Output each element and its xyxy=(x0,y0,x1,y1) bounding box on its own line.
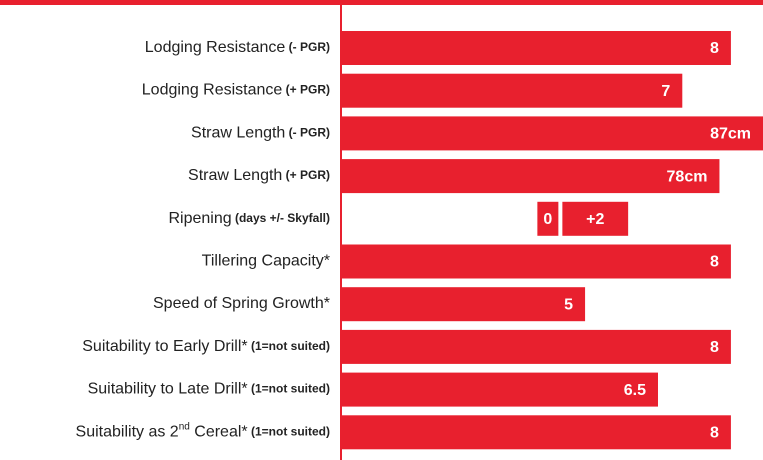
bar xyxy=(342,116,763,151)
label-text: Straw Length xyxy=(191,125,285,142)
bar xyxy=(342,73,683,108)
reference-box xyxy=(537,201,559,236)
label-text: Lodging Resistance xyxy=(145,39,286,56)
label-text: Suitability to Late Drill* xyxy=(88,381,248,398)
bar xyxy=(342,415,731,450)
label-text: Tillering Capacity* xyxy=(202,253,330,270)
reference-label: 0 xyxy=(543,211,552,228)
value-label: 8 xyxy=(710,254,719,271)
row-label: Speed of Spring Growth* xyxy=(153,295,330,312)
row-label: Straw Length (+ PGR) xyxy=(188,167,330,184)
row-label: Ripening (days +/- Skyfall) xyxy=(168,210,330,227)
value-label: 8 xyxy=(710,339,719,356)
value-label: 6.5 xyxy=(624,382,646,399)
label-text: Suitability to Early Drill* xyxy=(82,338,247,355)
row-label: Lodging Resistance (+ PGR) xyxy=(142,82,330,99)
label-note: (- PGR) xyxy=(289,40,330,54)
row-label: Tillering Capacity* xyxy=(202,253,330,270)
value-label: +2 xyxy=(586,211,604,228)
value-label: 78cm xyxy=(667,168,708,185)
value-label: 5 xyxy=(564,296,573,313)
value-label: 87cm xyxy=(710,126,751,143)
row-label: Straw Length (- PGR) xyxy=(191,125,330,142)
row-label: Suitability as 2nd Cereal* (1=not suited… xyxy=(76,421,330,441)
bar xyxy=(342,329,731,364)
top-strip xyxy=(0,0,763,5)
label-text: Suitability as 2 xyxy=(76,424,179,441)
label-note: (1=not suited) xyxy=(251,339,330,353)
row-label: Suitability to Late Drill* (1=not suited… xyxy=(88,381,330,398)
label-text: Speed of Spring Growth* xyxy=(153,295,330,312)
bar xyxy=(342,287,586,322)
value-label: 8 xyxy=(710,40,719,57)
row-label: Suitability to Early Drill* (1=not suite… xyxy=(82,338,330,355)
label-text: Lodging Resistance xyxy=(142,82,283,99)
label-note: (1=not suited) xyxy=(251,382,330,396)
bar xyxy=(342,31,731,65)
bar xyxy=(342,244,731,279)
bar xyxy=(562,201,629,236)
value-label: 8 xyxy=(710,425,719,442)
row-label: Lodging Resistance (- PGR) xyxy=(145,39,330,56)
value-label: 7 xyxy=(661,83,670,100)
label-note: (+ PGR) xyxy=(286,83,330,97)
label-end: Cereal* xyxy=(190,424,248,441)
label-note: (- PGR) xyxy=(289,126,330,140)
bar xyxy=(342,372,658,407)
label-text: Ripening xyxy=(168,210,231,227)
label-note: (days +/- Skyfall) xyxy=(235,211,330,225)
label-text: Straw Length xyxy=(188,167,282,184)
label-sup: nd xyxy=(179,421,190,432)
label-note: (+ PGR) xyxy=(286,168,330,182)
label-note: (1=not suited) xyxy=(251,424,330,438)
bar xyxy=(342,159,720,194)
